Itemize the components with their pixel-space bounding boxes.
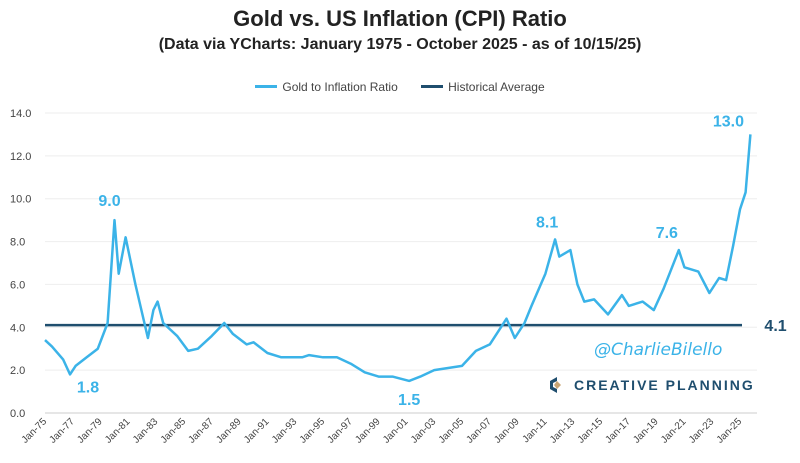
x-tick-label: Jan-99 [353, 416, 383, 446]
x-tick-label: Jan-25 [715, 416, 745, 446]
x-tick-label: Jan-77 [48, 416, 78, 446]
x-tick-label: Jan-81 [103, 416, 133, 446]
x-tick-label: Jan-95 [298, 416, 328, 446]
x-tick-label: Jan-87 [187, 416, 217, 446]
legend-swatch [421, 85, 444, 88]
x-tick-label: Jan-85 [159, 416, 189, 446]
legend-label: Historical Average [448, 79, 545, 94]
y-tick-label: 2.0 [10, 365, 25, 377]
x-tick-label: Jan-07 [465, 416, 495, 446]
logo-text: CREATIVE PLANNING [574, 377, 755, 393]
ratio-series-line [44, 134, 752, 383]
x-tick-label: Jan-01 [381, 416, 411, 446]
y-tick-label: 14.0 [10, 108, 31, 120]
y-tick-label: 6.0 [10, 279, 25, 291]
legend-label: Gold to Inflation Ratio [282, 79, 398, 94]
legend: Gold to Inflation Ratio Historical Avera… [0, 77, 800, 94]
legend-swatch [255, 85, 278, 88]
y-tick-label: 10.0 [10, 194, 31, 206]
x-tick-label: Jan-23 [687, 416, 717, 446]
x-tick-label: Jan-75 [20, 416, 50, 446]
data-label: 1.5 [398, 392, 420, 409]
data-label: 4.1 [764, 318, 786, 335]
x-tick-label: Jan-91 [242, 416, 272, 446]
x-tick-label: Jan-05 [437, 416, 467, 446]
x-tick-label: Jan-97 [326, 416, 356, 446]
data-label: 1.8 [77, 379, 99, 396]
legend-item-ratio: Gold to Inflation Ratio [255, 79, 398, 94]
data-label: 9.0 [98, 193, 120, 210]
x-tick-label: Jan-89 [214, 416, 244, 446]
x-tick-label: Jan-83 [131, 416, 161, 446]
chart-title: Gold vs. US Inflation (CPI) Ratio [233, 6, 567, 31]
legend-item-average: Historical Average [421, 80, 545, 94]
y-tick-label: 8.0 [10, 237, 25, 249]
x-tick-label: Jan-13 [548, 416, 578, 446]
x-tick-label: Jan-93 [270, 416, 300, 446]
data-label: 7.6 [656, 225, 678, 242]
data-label: 8.1 [536, 214, 558, 231]
x-tick-label: Jan-15 [576, 416, 606, 446]
creative-planning-logo: CREATIVE PLANNING [548, 376, 755, 394]
x-tick-label: Jan-21 [659, 416, 689, 446]
chart-subtitle: (Data via YCharts: January 1975 - Octobe… [158, 36, 642, 53]
y-tick-label: 4.0 [10, 322, 25, 334]
y-tick-label: 0.0 [10, 408, 25, 420]
logo-icon [550, 377, 561, 393]
x-tick-label: Jan-09 [492, 416, 522, 446]
x-tick-label: Jan-11 [521, 416, 550, 445]
x-tick-label: Jan-03 [409, 416, 439, 446]
x-tick-label: Jan-79 [75, 416, 105, 446]
y-tick-label: 12.0 [10, 151, 31, 163]
x-tick-label: Jan-17 [604, 416, 634, 446]
x-tick-label: Jan-19 [631, 416, 661, 446]
data-label: 13.0 [713, 113, 744, 130]
watermark-handle: @CharlieBilello [594, 340, 723, 360]
